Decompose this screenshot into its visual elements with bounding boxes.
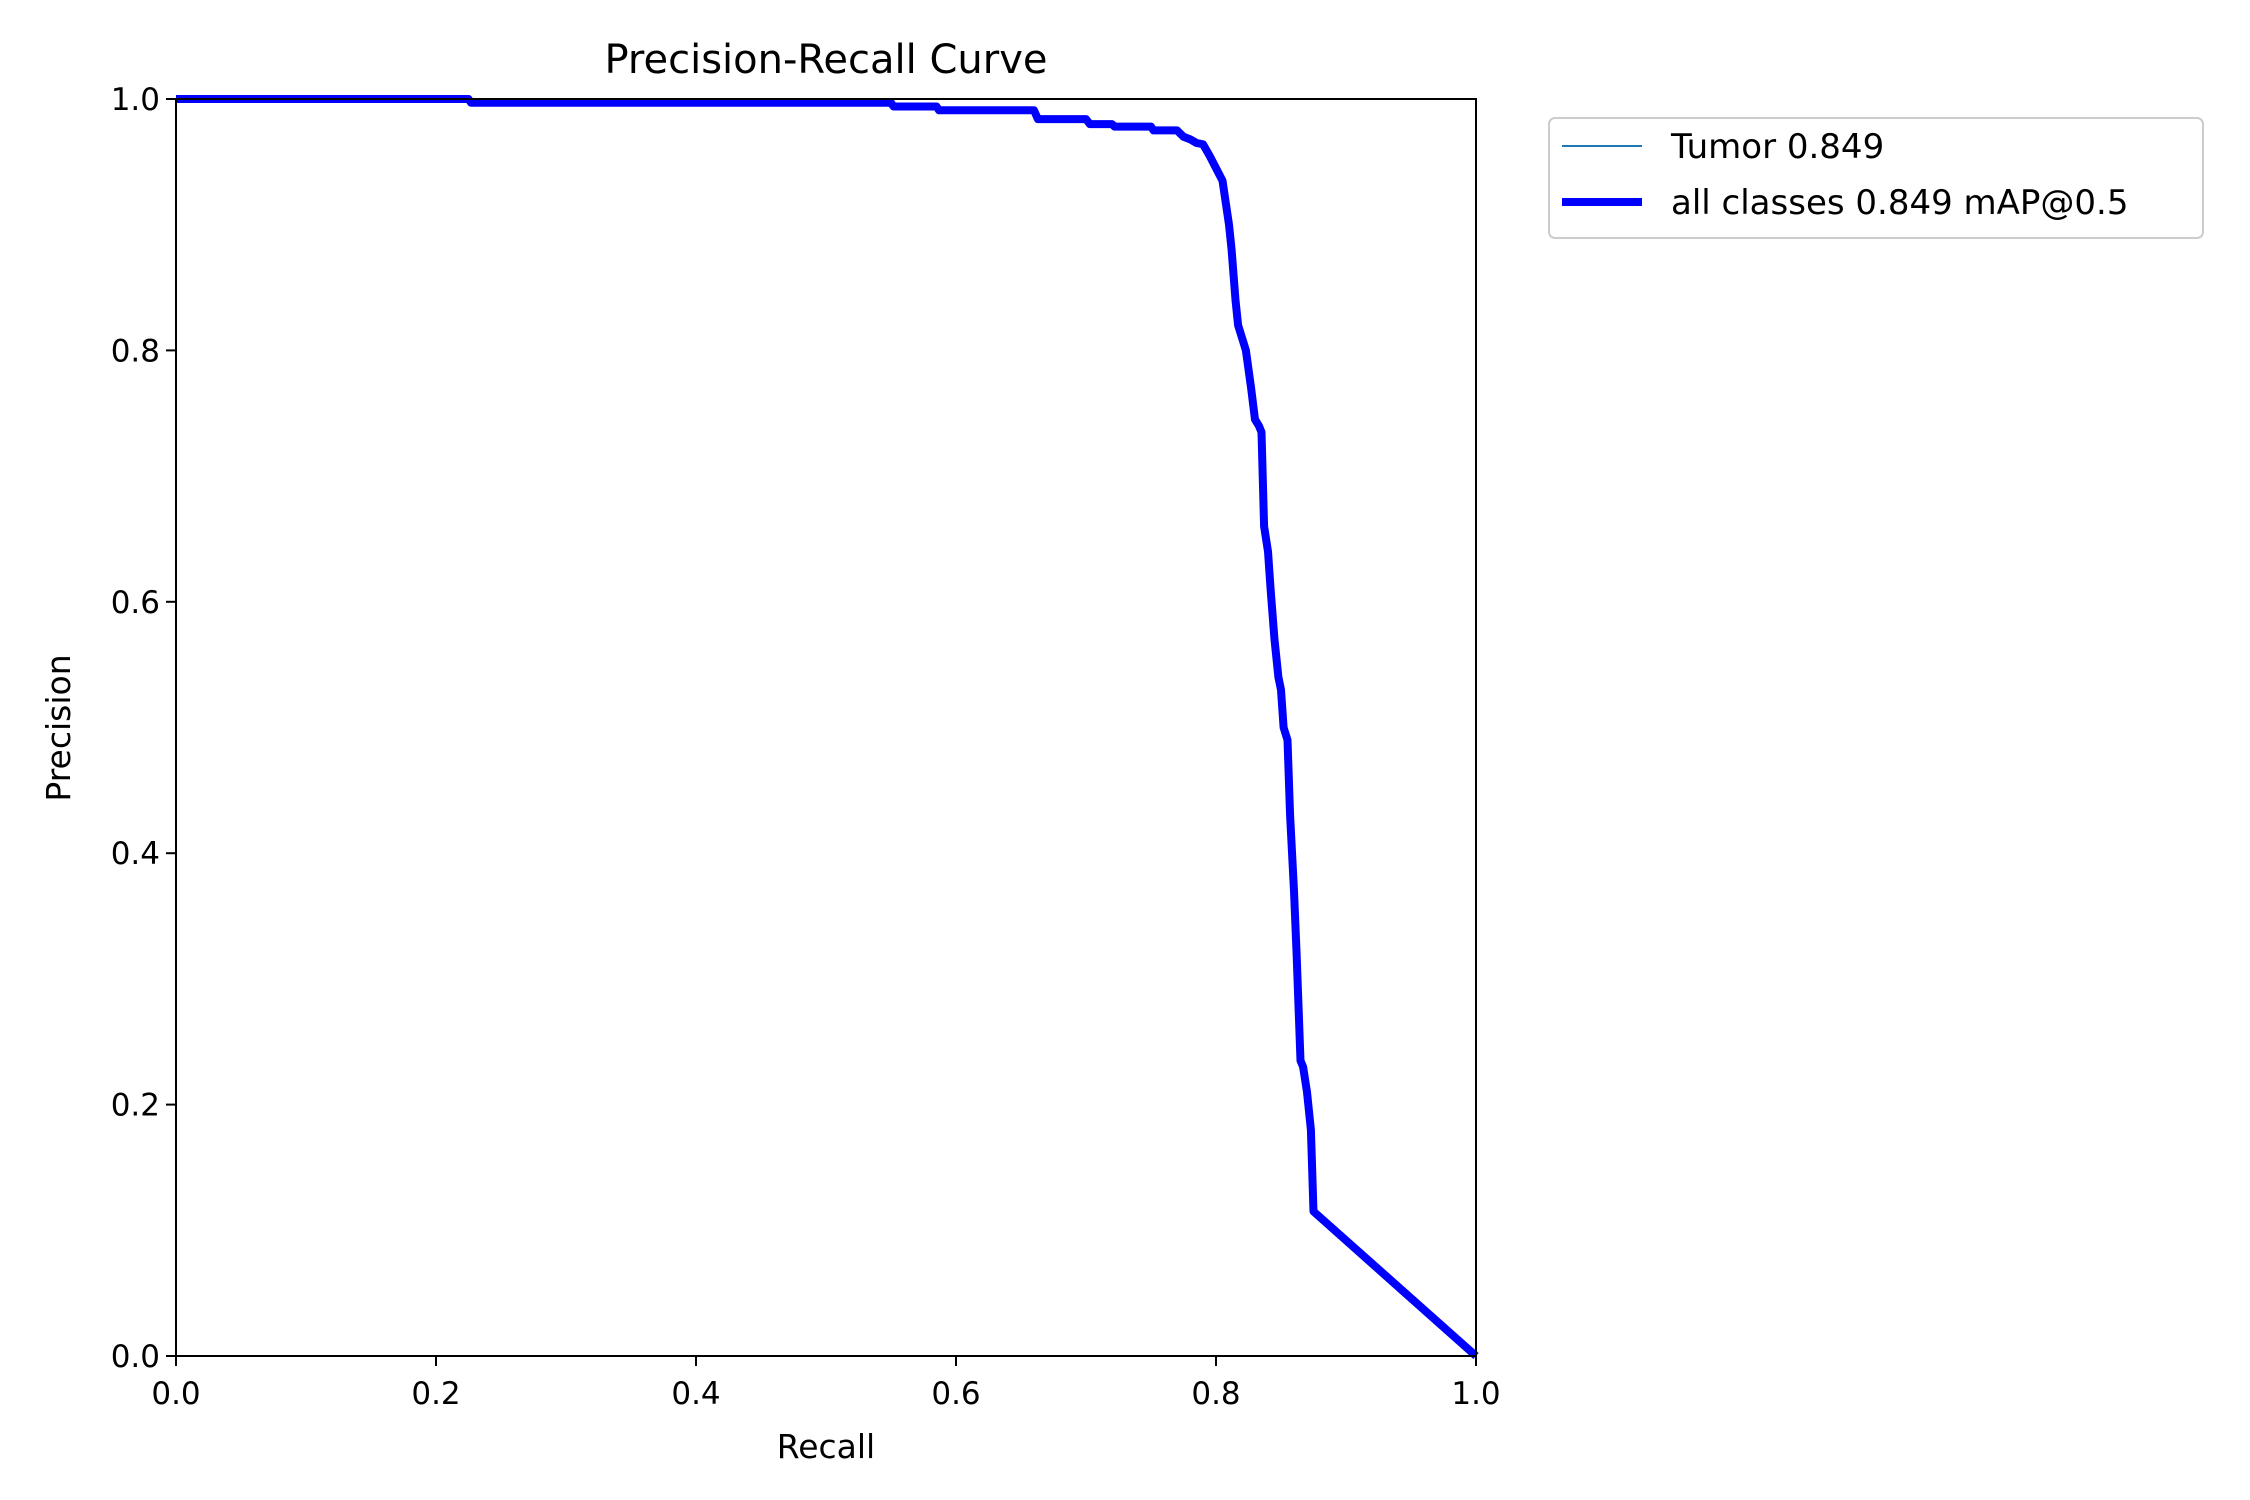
x-tick-label: 0.2 xyxy=(411,1376,460,1412)
legend-label-all-classes: all classes 0.849 mAP@0.5 xyxy=(1671,183,2128,223)
y-tick-label: 0.2 xyxy=(111,1088,160,1124)
x-tick-label: 0.4 xyxy=(671,1376,720,1412)
x-axis-label: Recall xyxy=(777,1427,875,1466)
y-tick-label: 0.8 xyxy=(111,333,160,369)
plot-frame xyxy=(175,98,1477,1357)
y-axis-label: Precision xyxy=(39,654,78,801)
series-line-all-classes xyxy=(176,95,1479,1359)
x-tick-label: 1.0 xyxy=(1451,1376,1500,1412)
y-axis-ticks: 0.0 0.2 0.4 0.6 0.8 1.0 xyxy=(111,82,176,1375)
y-tick-label: 0.4 xyxy=(111,836,160,872)
y-tick-label: 0.0 xyxy=(111,1339,160,1375)
y-tick-label: 0.6 xyxy=(111,585,160,621)
x-tick-label: 0.0 xyxy=(151,1376,200,1412)
x-axis-ticks: 0.0 0.2 0.4 0.6 0.8 1.0 xyxy=(151,1356,1501,1412)
chart-title: Precision-Recall Curve xyxy=(605,37,1048,83)
series-layer xyxy=(176,95,1479,1359)
legend-box xyxy=(1548,117,2204,239)
x-tick-label: 0.8 xyxy=(1191,1376,1240,1412)
x-tick-label: 0.6 xyxy=(931,1376,980,1412)
legend-label-tumor: Tumor 0.849 xyxy=(1670,127,1884,167)
y-tick-label: 1.0 xyxy=(111,82,160,118)
legend: Tumor 0.849 all classes 0.849 mAP@0.5 xyxy=(1548,117,2204,239)
